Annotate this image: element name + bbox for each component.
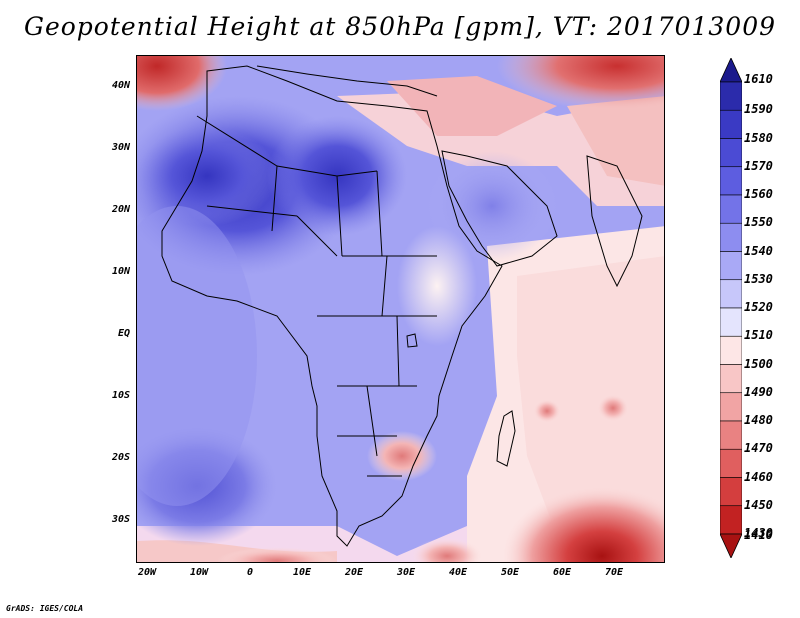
colorbar-label: 1610 — [744, 72, 773, 86]
colorbar-swatch — [720, 109, 742, 139]
colorbar-swatch — [720, 307, 742, 337]
lon-label-20w: 20W — [137, 567, 157, 578]
lat-label-30n: 30N — [111, 142, 130, 153]
lat-label-10s: 10S — [111, 390, 130, 401]
colorbar-swatch — [720, 477, 742, 507]
lat-label-eq: EQ — [117, 328, 130, 339]
colorbar-label: 1480 — [744, 413, 773, 427]
africa-coastline — [161, 65, 503, 547]
colorbar-swatch — [720, 505, 742, 535]
colorbar-swatch — [720, 420, 742, 450]
colorbar-label: 1490 — [744, 384, 773, 399]
map-panel — [136, 55, 665, 563]
colorbar-bottom-arrow — [720, 533, 742, 558]
madagascar-coastline — [496, 410, 516, 467]
colorbar-label: 1470 — [744, 441, 773, 456]
colorbar-label: 1510 — [744, 328, 773, 343]
colorbar-swatch — [720, 166, 742, 196]
colorbar-label: 1570 — [744, 158, 773, 173]
lon-label-60e: 60E — [552, 567, 572, 578]
lon-label-40e: 40E — [448, 567, 468, 578]
india-coastline — [586, 155, 643, 288]
map-title: Geopotential Height at 850hPa [gpm], VT:… — [23, 12, 777, 41]
colorbar-label: 1550 — [744, 215, 773, 230]
colorbar-label: 1410 — [744, 528, 773, 542]
arabia-coastline — [441, 150, 558, 267]
colorbar — [720, 58, 742, 558]
colorbar-swatch — [720, 279, 742, 309]
lat-label-20s: 20S — [111, 452, 130, 463]
colorbar-swatch — [720, 194, 742, 224]
mediterranean-coast — [256, 65, 438, 97]
lon-label-0: 0 — [246, 567, 254, 578]
geopotential-map — [137, 56, 664, 562]
colorbar-label: 1460 — [744, 469, 773, 484]
colorbar-label: 1590 — [744, 102, 773, 117]
lon-label-30e: 30E — [396, 567, 416, 578]
colorbar-swatch — [720, 222, 742, 252]
lat-label-20n: 20N — [111, 204, 130, 215]
colorbar-label: 1450 — [744, 497, 773, 512]
colorbar-label: 1520 — [744, 300, 773, 314]
colorbar-label: 1580 — [744, 130, 773, 145]
colorbar-swatch — [720, 392, 742, 422]
lon-label-50e: 50E — [500, 567, 520, 578]
colorbar-swatch — [720, 335, 742, 365]
colorbar-swatch — [720, 448, 742, 478]
lon-label-10w: 10W — [189, 567, 209, 578]
colorbar-swatch — [720, 138, 742, 168]
lon-label-20e: 20E — [344, 567, 364, 578]
colorbar-label: 1430 — [744, 526, 773, 540]
grads-credit: GrADS: IGES/COLA — [6, 604, 84, 613]
lat-label-40n: 40N — [111, 80, 130, 91]
lat-label-10n: 10N — [111, 266, 130, 277]
colorbar-label: 1500 — [744, 356, 773, 371]
colorbar-swatch — [720, 364, 742, 394]
colorbar-label: 1560 — [744, 187, 773, 201]
lat-label-30s: 30S — [111, 514, 130, 525]
lon-label-10e: 10E — [292, 567, 312, 578]
colorbar-swatch — [720, 251, 742, 281]
internal-borders — [196, 115, 437, 477]
lake-victoria — [406, 333, 418, 348]
colorbar-swatch — [720, 81, 742, 111]
colorbar-top-arrow — [720, 58, 742, 83]
lon-label-70e: 70E — [604, 567, 624, 578]
colorbar-label: 1540 — [744, 243, 773, 258]
colorbar-label: 1530 — [744, 271, 773, 286]
